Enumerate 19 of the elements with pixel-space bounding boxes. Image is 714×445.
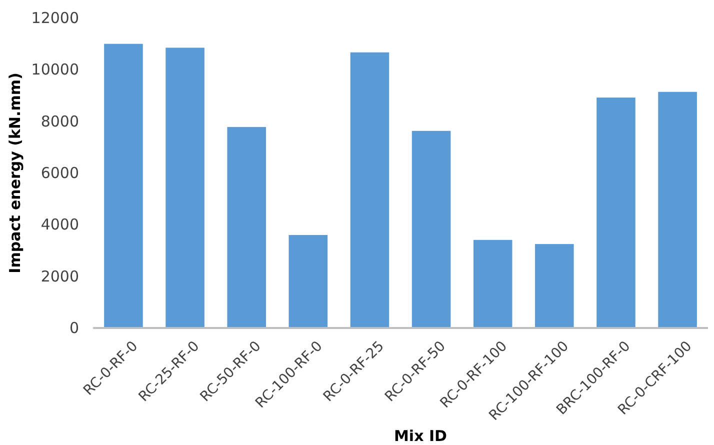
x-axis-title: Mix ID — [394, 427, 447, 445]
bar — [166, 48, 204, 328]
y-tick-label: 0 — [69, 319, 79, 337]
y-tick-label: 6000 — [40, 164, 79, 182]
bar — [288, 235, 328, 328]
bar — [596, 98, 636, 328]
bar — [104, 44, 143, 328]
y-tick-label: 8000 — [40, 112, 79, 130]
bar — [227, 127, 266, 328]
y-tick-label: 2000 — [40, 267, 79, 286]
bar — [658, 92, 697, 328]
y-tick-label: 10000 — [31, 60, 79, 79]
y-axis-title: Impact energy (kN.mm) — [6, 72, 24, 274]
bar — [473, 240, 512, 328]
y-tick-label: 12000 — [31, 9, 79, 27]
bar — [412, 130, 451, 328]
y-tick-label: 4000 — [40, 216, 79, 234]
bar — [350, 52, 390, 328]
bar — [535, 244, 574, 328]
